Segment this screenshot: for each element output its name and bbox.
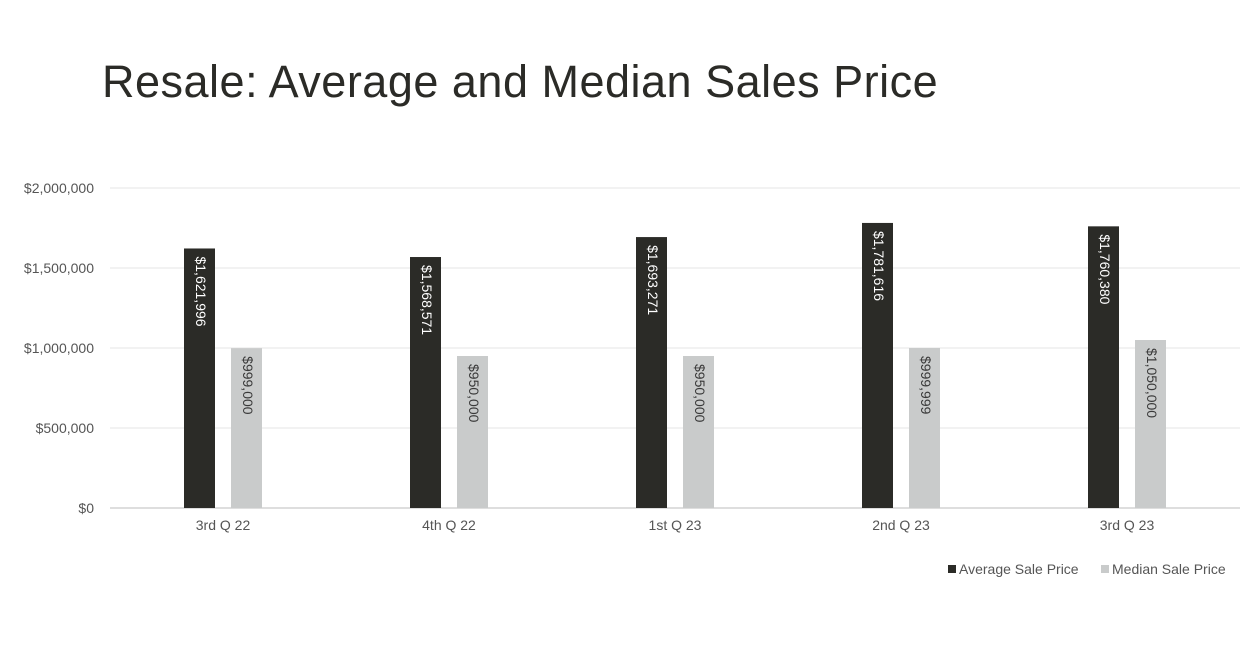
bar-average xyxy=(1088,226,1119,508)
data-label: $950,000 xyxy=(466,364,482,423)
bar-average xyxy=(862,222,893,508)
bar-median xyxy=(909,348,940,508)
bar-median xyxy=(457,356,488,508)
y-axis: $0 $500,000 $1,000,000 $1,500,000 $2,000,000 xyxy=(24,180,94,516)
legend-label: Median Sale Price xyxy=(1112,561,1226,577)
y-tick-label: $0 xyxy=(78,500,94,516)
data-label: $1,693,271 xyxy=(645,245,661,315)
data-label: $1,781,616 xyxy=(871,231,887,301)
x-tick-label: 1st Q 23 xyxy=(649,517,702,533)
gridlines xyxy=(110,187,1240,509)
bar-average xyxy=(410,257,441,508)
y-tick-label: $1,000,000 xyxy=(24,340,94,356)
legend-swatch xyxy=(1101,565,1109,573)
data-label: $999,999 xyxy=(918,356,934,415)
data-label: $1,621,996 xyxy=(193,256,209,326)
y-tick-label: $1,500,000 xyxy=(24,260,94,276)
y-tick-label: $500,000 xyxy=(36,420,95,436)
bar-median xyxy=(683,356,714,508)
x-tick-label: 2nd Q 23 xyxy=(872,517,930,533)
data-label: $1,568,571 xyxy=(419,265,435,335)
x-axis: 3rd Q 22 4th Q 22 1st Q 23 2nd Q 23 3rd Q 23 xyxy=(196,517,1155,533)
bar-average xyxy=(184,248,215,508)
data-label: $950,000 xyxy=(692,364,708,423)
x-tick-label: 3rd Q 22 xyxy=(196,517,251,533)
x-tick-label: 3rd Q 23 xyxy=(1100,517,1155,533)
bar-average xyxy=(636,237,667,508)
y-tick-label: $2,000,000 xyxy=(24,180,94,196)
bars: $1,621,996 $999,000 $1,568,571 $950,000 $1,6… xyxy=(184,222,1166,508)
x-tick-label: 4th Q 22 xyxy=(422,517,476,533)
legend: Average Sale Price Median Sale Price xyxy=(948,561,1226,577)
legend-label: Average Sale Price xyxy=(959,561,1079,577)
bar-median xyxy=(1135,340,1166,508)
legend-swatch xyxy=(948,565,956,573)
bar-median xyxy=(231,348,262,508)
data-label: $999,000 xyxy=(240,356,256,415)
chart-title: Resale: Average and Median Sales Price xyxy=(102,56,939,107)
data-label: $1,050,000 xyxy=(1144,348,1160,418)
data-label: $1,760,380 xyxy=(1097,234,1113,304)
